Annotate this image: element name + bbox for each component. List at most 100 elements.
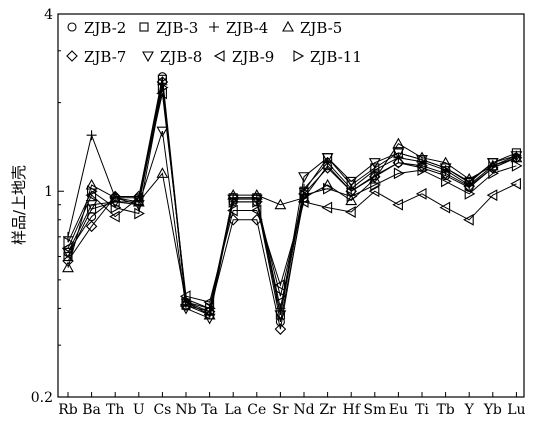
point-zjb-11-eu — [393, 167, 405, 180]
x-tick-label-la: La — [224, 402, 242, 418]
legend-marker-zjb-4 — [209, 22, 219, 32]
point-zjb-11-sr — [275, 290, 287, 303]
y-tick-label: 1 — [44, 184, 53, 200]
x-tick-label-tb: Tb — [436, 402, 454, 418]
x-tick-label-hf: Hf — [343, 402, 362, 418]
y-tick-label: 0.2 — [31, 390, 53, 406]
legend-marker-zjb-5 — [282, 20, 294, 32]
point-zjb-9-tb — [439, 201, 451, 214]
point-zjb-5-eu — [392, 137, 405, 149]
point-zjb-4-ba — [86, 130, 97, 141]
point-zjb-11-y — [464, 187, 476, 200]
point-zjb-7-ti — [416, 160, 428, 172]
point-zjb-9-ce — [250, 204, 262, 217]
point-zjb-2-sr — [275, 317, 285, 327]
x-tick-label-nd: Nd — [293, 402, 314, 418]
point-zjb-7-la — [227, 213, 239, 226]
point-zjb-8-yb — [486, 158, 499, 169]
point-zjb-3-rb — [63, 251, 73, 262]
point-zjb-8-nd — [298, 172, 310, 183]
legend-marker-zjb-9 — [213, 50, 225, 62]
point-zjb-9-y — [463, 213, 474, 226]
point-zjb-11-ti — [417, 164, 429, 177]
point-zjb-8-sr — [274, 310, 287, 322]
x-tick-label-cs: Cs — [153, 402, 171, 418]
point-zjb-7-u — [133, 190, 145, 203]
point-zjb-9-ba — [85, 189, 97, 202]
y-axis: 410.2 — [31, 7, 64, 406]
x-tick-label-y: Y — [464, 402, 475, 418]
legend: ZJB-2 ZJB-3 ZJB-4 ZJB-5 ZJB-7 ZJB-8 ZJB-9 ZJB-1… — [66, 19, 362, 66]
point-zjb-9-hf — [345, 206, 356, 218]
point-zjb-7-ba — [85, 220, 98, 233]
point-zjb-8-y — [463, 178, 476, 189]
point-zjb-5-sr — [274, 198, 287, 210]
point-zjb-8-sm — [368, 158, 381, 169]
point-zjb-8-lu — [510, 151, 523, 162]
legend-label-zjb-4: ZJB-4 — [226, 19, 268, 37]
x-tick-label-eu: Eu — [389, 402, 408, 418]
point-zjb-3-ba — [87, 204, 97, 214]
point-zjb-9-ta — [203, 296, 215, 309]
point-zjb-9-u — [132, 191, 144, 204]
y-axis-label: 样品/上地壳 — [10, 165, 28, 245]
point-zjb-7-zr — [321, 162, 334, 174]
point-zjb-11-cs — [157, 81, 169, 94]
legend-marker-zjb-2 — [67, 22, 77, 32]
point-zjb-9-th — [109, 210, 120, 223]
x-tick-label-sr: Sr — [272, 402, 289, 418]
series-line-zjb-8 — [67, 130, 517, 319]
point-zjb-11-ta — [205, 302, 216, 315]
x-tick-label-u: U — [133, 402, 145, 418]
x-tick-label-ce: Ce — [247, 402, 266, 418]
x-tick-label-rb: Rb — [58, 402, 78, 418]
point-zjb-8-la — [227, 194, 240, 206]
point-zjb-9-la — [227, 204, 238, 217]
x-tick-label-lu: Lu — [507, 402, 525, 418]
point-zjb-8-tb — [439, 163, 452, 175]
point-zjb-11-yb — [488, 167, 499, 180]
point-zjb-11-hf — [346, 190, 358, 203]
point-zjb-5-tb — [439, 156, 452, 168]
point-zjb-5-cs — [156, 167, 169, 178]
point-zjb-8-eu — [392, 148, 405, 160]
legend-marker-zjb-7 — [66, 50, 78, 62]
point-zjb-8-zr — [321, 153, 334, 164]
point-zjb-7-ce — [251, 213, 263, 226]
legend-label-zjb-3: ZJB-3 — [156, 19, 198, 37]
point-zjb-7-rb — [62, 255, 74, 267]
point-zjb-7-sr — [274, 323, 287, 335]
point-zjb-7-cs — [156, 76, 169, 88]
x-tick-label-ta: Ta — [201, 402, 218, 418]
legend-label-zjb-11: ZJB-11 — [310, 48, 362, 66]
x-tick-label-yb: Yb — [483, 402, 502, 418]
series-markers — [61, 72, 523, 335]
point-zjb-8-ti — [416, 155, 428, 166]
x-tick-label-ba: Ba — [82, 402, 101, 418]
point-zjb-7-th — [109, 190, 121, 203]
point-zjb-4-sr — [275, 303, 286, 314]
x-tick-label-sm: Sm — [363, 402, 386, 418]
legend-marker-zjb-11 — [293, 50, 305, 62]
y-tick-label: 4 — [44, 7, 53, 23]
point-zjb-11-th — [110, 201, 122, 214]
x-tick-label-th: Th — [106, 402, 124, 418]
legend-label-zjb-2: ZJB-2 — [84, 19, 126, 37]
legend-marker-zjb-8 — [142, 51, 154, 63]
point-zjb-8-cs — [156, 126, 169, 138]
point-zjb-5-nb — [180, 296, 192, 307]
x-tick-label-zr: Zr — [319, 402, 336, 418]
point-zjb-11-rb — [63, 236, 75, 249]
point-zjb-11-tb — [441, 175, 452, 188]
point-zjb-11-ba — [87, 185, 98, 198]
point-zjb-11-lu — [511, 159, 523, 172]
point-zjb-9-ti — [415, 187, 427, 200]
point-zjb-9-lu — [510, 177, 521, 190]
point-zjb-5-rb — [62, 261, 74, 273]
point-zjb-7-yb — [487, 162, 499, 174]
point-zjb-11-ce — [252, 195, 263, 208]
point-zjb-8-hf — [345, 176, 358, 188]
point-zjb-11-nb — [181, 296, 193, 309]
point-zjb-11-nd — [299, 189, 311, 202]
